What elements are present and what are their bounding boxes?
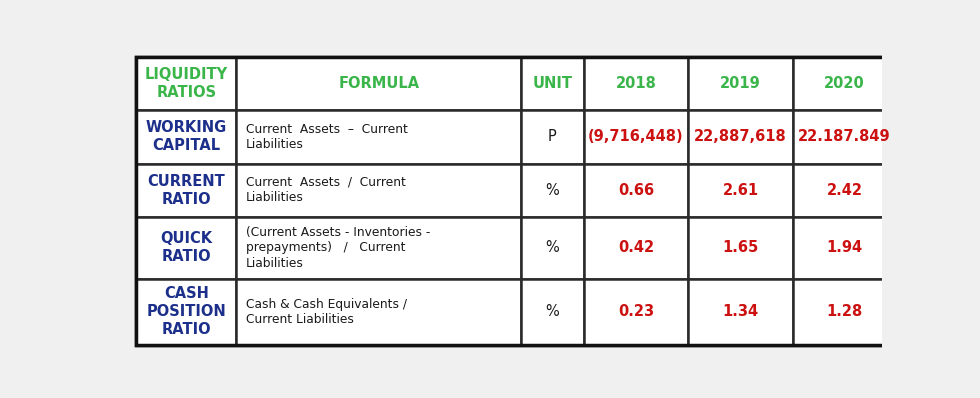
Bar (793, 57, 896, 110)
Text: 0.23: 0.23 (617, 304, 654, 320)
Bar (688, 164, 793, 217)
Bar (583, 164, 688, 217)
Text: 2020: 2020 (824, 76, 864, 91)
Text: WORKING
CAPITAL: WORKING CAPITAL (146, 120, 227, 153)
Bar (793, 217, 896, 279)
Bar (793, 279, 896, 345)
Bar (688, 110, 793, 164)
Text: UNIT: UNIT (532, 76, 572, 91)
Text: (Current Assets - Inventories -
prepayments)   /   Current
Liabilities: (Current Assets - Inventories - prepayme… (246, 226, 430, 270)
Text: 1.34: 1.34 (722, 304, 759, 320)
Bar (236, 279, 521, 345)
Bar (521, 57, 583, 110)
Text: 1.28: 1.28 (826, 304, 862, 320)
Text: 0.42: 0.42 (617, 240, 654, 255)
Text: CURRENT
RATIO: CURRENT RATIO (147, 174, 225, 207)
Text: (9,716,448): (9,716,448) (588, 129, 684, 144)
Text: CASH
POSITION
RATIO: CASH POSITION RATIO (146, 287, 226, 338)
Bar (136, 57, 236, 110)
Bar (583, 110, 688, 164)
Bar (136, 217, 236, 279)
Bar (521, 110, 583, 164)
Text: %: % (546, 240, 560, 255)
Text: 22,887,618: 22,887,618 (695, 129, 787, 144)
Bar (236, 110, 521, 164)
Bar (136, 110, 236, 164)
Text: QUICK
RATIO: QUICK RATIO (161, 231, 213, 264)
Bar (583, 57, 688, 110)
Bar (521, 279, 583, 345)
Text: 2019: 2019 (720, 76, 761, 91)
Bar (688, 217, 793, 279)
Bar (136, 279, 236, 345)
Text: 1.94: 1.94 (826, 240, 862, 255)
Text: %: % (546, 183, 560, 198)
Text: LIQUIDITY
RATIOS: LIQUIDITY RATIOS (145, 67, 228, 100)
Text: Current  Assets  /  Current
Liabilities: Current Assets / Current Liabilities (246, 176, 406, 205)
Text: 22.187.849: 22.187.849 (798, 129, 891, 144)
Bar (688, 57, 793, 110)
Bar (793, 164, 896, 217)
Bar (136, 164, 236, 217)
Bar (521, 217, 583, 279)
Text: 2.42: 2.42 (826, 183, 862, 198)
Bar (583, 217, 688, 279)
Bar (521, 164, 583, 217)
Bar (236, 57, 521, 110)
Bar (236, 217, 521, 279)
Text: 2018: 2018 (615, 76, 657, 91)
Text: FORMULA: FORMULA (338, 76, 419, 91)
Bar (583, 279, 688, 345)
Bar (793, 110, 896, 164)
Text: P: P (548, 129, 557, 144)
Text: 2.61: 2.61 (722, 183, 759, 198)
Text: Cash & Cash Equivalents /
Current Liabilities: Cash & Cash Equivalents / Current Liabil… (246, 298, 407, 326)
Bar (236, 164, 521, 217)
Text: Current  Assets  –  Current
Liabilities: Current Assets – Current Liabilities (246, 123, 408, 151)
Text: 0.66: 0.66 (617, 183, 654, 198)
Text: %: % (546, 304, 560, 320)
Text: 1.65: 1.65 (722, 240, 759, 255)
Bar (688, 279, 793, 345)
